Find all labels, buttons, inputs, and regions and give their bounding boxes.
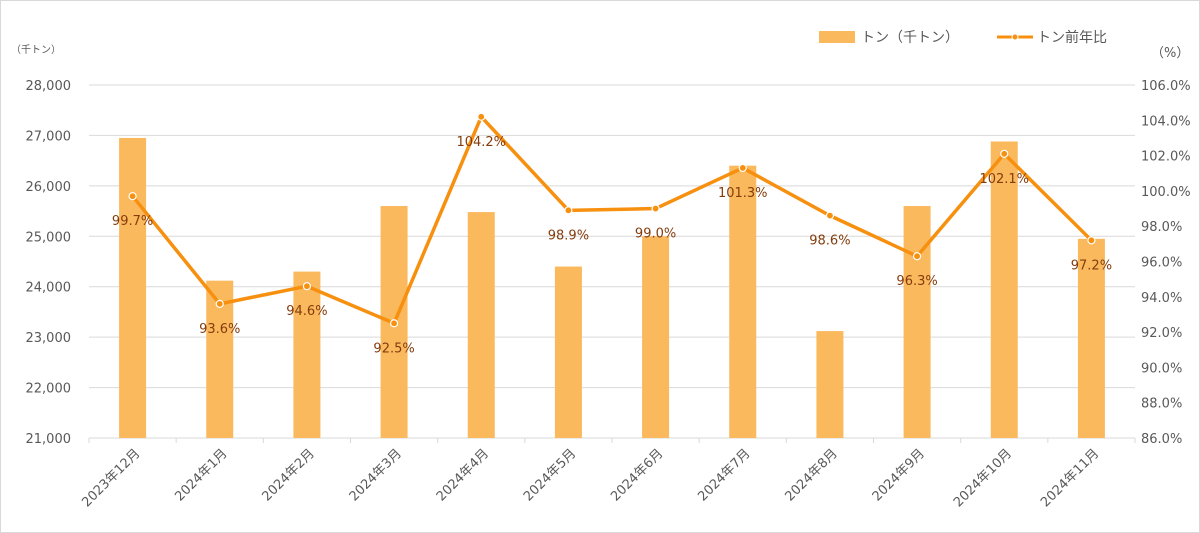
y-right-tick-label: 90.0% xyxy=(1141,361,1182,376)
yoy-data-label: 99.0% xyxy=(635,227,676,242)
yoy-point xyxy=(1000,149,1009,158)
y-right-tick-label: 100.0% xyxy=(1141,185,1191,200)
bar xyxy=(903,206,931,438)
y-left-tick-label: 25,000 xyxy=(26,230,72,245)
legend-line-marker xyxy=(1011,33,1019,41)
line-layer xyxy=(128,112,1096,328)
bar xyxy=(554,266,582,438)
legend-bar-label: トン（千トン） xyxy=(861,30,959,46)
x-category-label: 2024年10月 xyxy=(951,446,1015,510)
x-category-label: 2024年4月 xyxy=(434,446,492,504)
right-axis-unit: （%） xyxy=(1151,46,1189,61)
bar xyxy=(990,141,1018,439)
y-left-tick-label: 27,000 xyxy=(26,129,72,144)
y-right-tick-label: 102.0% xyxy=(1141,150,1191,165)
bar xyxy=(467,212,495,438)
y-left-tick-label: 28,000 xyxy=(26,79,72,94)
x-category-label: 2024年2月 xyxy=(260,446,318,504)
bar xyxy=(119,137,147,438)
y-left-tick-label: 24,000 xyxy=(26,281,72,296)
y-left-tick-label: 23,000 xyxy=(26,331,72,346)
y-right-tick-label: 92.0% xyxy=(1141,326,1182,341)
yoy-data-label: 102.1% xyxy=(979,172,1029,187)
y-right-tick-label: 104.0% xyxy=(1141,114,1191,129)
yoy-point xyxy=(825,211,835,220)
y-left-tick-label: 21,000 xyxy=(26,432,72,447)
y-right-tick-label: 106.0% xyxy=(1141,79,1191,94)
yoy-line xyxy=(131,115,1093,326)
bars-layer xyxy=(119,137,1105,439)
x-category-label: 2024年9月 xyxy=(870,446,928,504)
yoy-point xyxy=(651,204,660,213)
legend: トン（千トン） トン前年比 xyxy=(819,29,1107,46)
legend-bar-swatch xyxy=(819,31,855,43)
x-category-label: 2024年3月 xyxy=(347,446,405,504)
yoy-data-label: 97.2% xyxy=(1071,258,1112,273)
yoy-point xyxy=(738,163,747,173)
yoy-point xyxy=(912,252,922,261)
bar xyxy=(293,271,321,438)
grid-layer xyxy=(89,84,1135,439)
x-category-label: 2024年1月 xyxy=(172,446,230,504)
x-category-label: 2023年12月 xyxy=(79,446,143,510)
left-axis-unit: （千トン） xyxy=(11,44,61,56)
bar xyxy=(729,165,757,438)
x-category-label: 2024年11月 xyxy=(1038,446,1102,510)
yoy-data-label: 93.6% xyxy=(199,322,240,337)
yoy-data-label: 96.3% xyxy=(896,274,937,289)
legend-line-label: トン前年比 xyxy=(1037,29,1107,46)
yoy-point xyxy=(1087,236,1096,245)
yoy-point xyxy=(389,319,399,328)
yoy-data-label: 99.7% xyxy=(112,214,153,229)
yoy-data-label: 94.6% xyxy=(286,304,327,319)
x-category-label: 2024年5月 xyxy=(521,446,579,504)
yoy-data-label: 98.6% xyxy=(809,234,850,249)
x-category-label: 2024年7月 xyxy=(695,446,753,504)
yoy-point xyxy=(564,206,573,215)
y-right-tick-label: 96.0% xyxy=(1141,256,1182,271)
y-right-tick-label: 88.0% xyxy=(1141,397,1182,412)
labels-layer: 99.7% 93.6% 94.6% 92.5% 104.2% 98.9% 99.0% 101.… xyxy=(112,135,1112,357)
y-right-tick-label: 98.0% xyxy=(1141,220,1182,235)
yoy-data-label: 101.3% xyxy=(718,186,768,201)
x-category-label: 2024年8月 xyxy=(783,446,841,504)
bar xyxy=(1077,238,1105,438)
yoy-point xyxy=(128,192,137,201)
bar xyxy=(642,236,670,438)
bar xyxy=(816,331,844,438)
yoy-data-label: 104.2% xyxy=(456,135,506,150)
yoy-point xyxy=(215,299,224,308)
yoy-data-label: 98.9% xyxy=(548,228,589,243)
yoy-data-label: 92.5% xyxy=(373,341,414,356)
yoy-point xyxy=(477,112,486,121)
y-right-tick-label: 94.0% xyxy=(1141,291,1182,306)
y-left-tick-label: 26,000 xyxy=(26,180,72,195)
yoy-point xyxy=(302,282,312,291)
y-right-tick-label: 86.0% xyxy=(1141,432,1182,447)
y-left-tick-label: 22,000 xyxy=(26,382,72,397)
x-category-label: 2024年6月 xyxy=(608,446,666,504)
